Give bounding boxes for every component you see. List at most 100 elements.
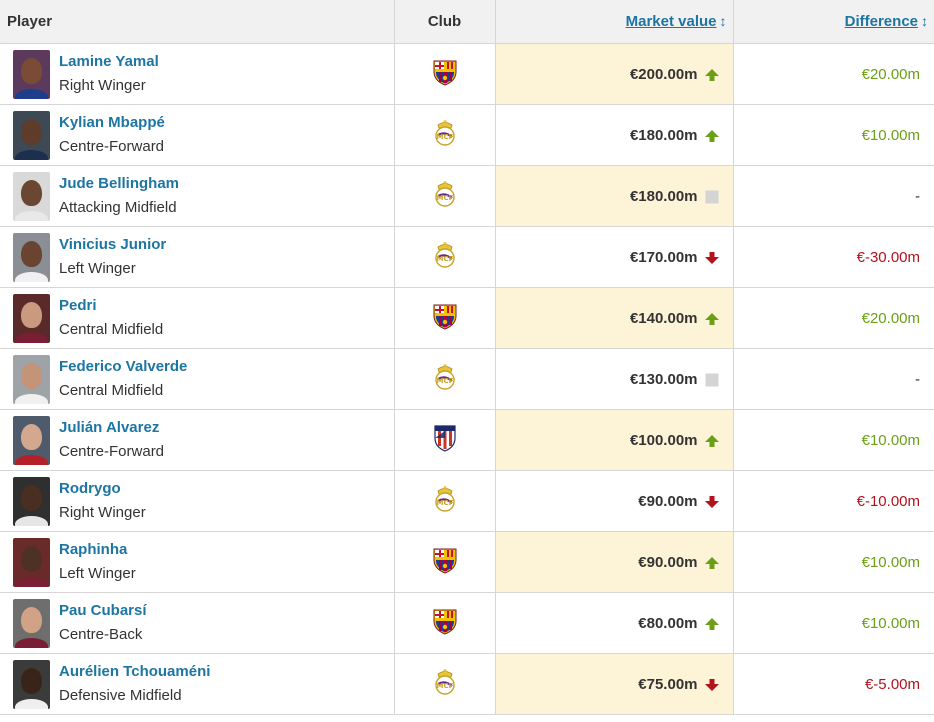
difference-value: - [915, 187, 920, 205]
barcelona-crest-icon[interactable] [431, 58, 459, 91]
real-madrid-crest-icon[interactable]: MCF [433, 119, 457, 152]
market-value-cell: €170.00m [495, 226, 734, 288]
player-cell: Vinicius Junior Left Winger [0, 226, 395, 288]
player-name-link[interactable]: Rodrygo [59, 479, 121, 497]
market-value-cell: €90.00m [495, 531, 734, 593]
player-avatar[interactable] [13, 476, 50, 526]
market-value[interactable]: €75.00m [638, 675, 698, 693]
sort-icon[interactable]: ↕ [921, 13, 928, 29]
market-value-cell: €75.00m [495, 653, 734, 715]
player-name-link[interactable]: Jude Bellingham [59, 174, 180, 192]
player-avatar[interactable] [13, 415, 50, 465]
market-value[interactable]: €80.00m [638, 614, 698, 632]
club-cell: MCF [394, 470, 496, 532]
player-position: Central Midfield [59, 381, 164, 399]
player-avatar[interactable] [13, 49, 50, 99]
difference-sort-link[interactable]: Difference [844, 13, 918, 30]
svg-text:MCF: MCF [436, 255, 453, 263]
trend-unchanged-icon [704, 190, 720, 204]
market-value[interactable]: €180.00m [629, 126, 698, 144]
player-name-link[interactable]: Lamine Yamal [59, 52, 159, 70]
trend-up-icon [704, 617, 720, 631]
market-value-cell: €90.00m [495, 470, 734, 532]
real-madrid-crest-icon[interactable]: MCF [433, 363, 457, 396]
table-row: Pedri Central Midfield €140.00m €20.00m [0, 287, 934, 349]
player-avatar[interactable] [13, 293, 50, 343]
player-avatar[interactable] [13, 659, 50, 709]
market-value[interactable]: €90.00m [638, 553, 698, 571]
player-column-header: Player [0, 0, 395, 44]
barcelona-crest-icon[interactable] [431, 302, 459, 335]
market-value[interactable]: €180.00m [629, 187, 698, 205]
difference-value: €10.00m [861, 431, 920, 449]
player-position: Right Winger [59, 503, 146, 521]
trend-down-icon [704, 678, 720, 692]
player-avatar[interactable] [13, 537, 50, 587]
sort-icon[interactable]: ↕ [719, 13, 727, 29]
player-cell: Pau Cubarsí Centre-Back [0, 592, 395, 654]
atletico-madrid-crest-icon[interactable] [431, 423, 459, 458]
player-name-link[interactable]: Aurélien Tchouaméni [59, 662, 211, 680]
table-row: Federico Valverde Central Midfield MCF €130… [0, 348, 934, 410]
trend-up-icon [704, 68, 720, 82]
market-value-cell: €80.00m [495, 592, 734, 654]
player-avatar[interactable] [13, 110, 50, 160]
player-cell: Kylian Mbappé Centre-Forward [0, 104, 395, 166]
difference-value: €20.00m [861, 309, 920, 327]
club-cell [394, 409, 496, 471]
difference-value: €20.00m [861, 65, 920, 83]
trend-up-icon [704, 129, 720, 143]
difference-cell: €-30.00m [733, 226, 934, 288]
difference-cell: €-5.00m [733, 653, 934, 715]
difference-cell: - [733, 165, 934, 227]
player-name-link[interactable]: Federico Valverde [59, 357, 188, 375]
real-madrid-crest-icon[interactable]: MCF [433, 668, 457, 701]
market-value[interactable]: €200.00m [629, 65, 698, 83]
difference-column-header[interactable]: Difference ↕ [733, 0, 934, 44]
player-position: Left Winger [59, 259, 136, 277]
player-avatar[interactable] [13, 171, 50, 221]
player-name-link[interactable]: Vinicius Junior [59, 235, 167, 253]
market-value[interactable]: €130.00m [629, 370, 698, 388]
real-madrid-crest-icon[interactable]: MCF [433, 180, 457, 213]
player-name-link[interactable]: Raphinha [59, 540, 128, 558]
difference-cell: €20.00m [733, 287, 934, 349]
difference-cell: €10.00m [733, 409, 934, 471]
club-cell: MCF [394, 104, 496, 166]
real-madrid-crest-icon[interactable]: MCF [433, 485, 457, 518]
barcelona-crest-icon[interactable] [431, 546, 459, 579]
table-header-row: Player Club Market value ↕ Difference ↕ [0, 0, 934, 44]
market-value[interactable]: €100.00m [629, 431, 698, 449]
player-avatar[interactable] [13, 354, 50, 404]
player-avatar[interactable] [13, 232, 50, 282]
table-row: Aurélien Tchouaméni Defensive Midfield MCF… [0, 653, 934, 715]
market-value-column-header[interactable]: Market value ↕ [495, 0, 734, 44]
svg-text:MCF: MCF [436, 499, 453, 507]
trend-up-icon [704, 312, 720, 326]
club-cell [394, 531, 496, 593]
difference-cell: €20.00m [733, 43, 934, 105]
player-cell: Raphinha Left Winger [0, 531, 395, 593]
table-row: Lamine Yamal Right Winger €200.00m €20.00m [0, 43, 934, 105]
player-name-link[interactable]: Julián Alvarez [59, 418, 160, 436]
difference-cell: €10.00m [733, 104, 934, 166]
club-cell: MCF [394, 226, 496, 288]
market-value-cell: €100.00m [495, 409, 734, 471]
market-value[interactable]: €140.00m [629, 309, 698, 327]
market-value-cell: €140.00m [495, 287, 734, 349]
table-row: Kylian Mbappé Centre-Forward MCF €180.00m €1… [0, 104, 934, 166]
player-name-link[interactable]: Pau Cubarsí [59, 601, 147, 619]
barcelona-crest-icon[interactable] [431, 607, 459, 640]
market-value[interactable]: €170.00m [629, 248, 698, 266]
player-avatar[interactable] [13, 598, 50, 648]
difference-value: €-10.00m [856, 492, 920, 510]
market-value[interactable]: €90.00m [638, 492, 698, 510]
market-value-sort-link[interactable]: Market value [625, 13, 717, 30]
club-cell [394, 287, 496, 349]
player-position: Left Winger [59, 564, 136, 582]
player-name-link[interactable]: Pedri [59, 296, 97, 314]
real-madrid-crest-icon[interactable]: MCF [433, 241, 457, 274]
market-value-cell: €180.00m [495, 165, 734, 227]
player-name-link[interactable]: Kylian Mbappé [59, 113, 165, 131]
club-cell [394, 592, 496, 654]
